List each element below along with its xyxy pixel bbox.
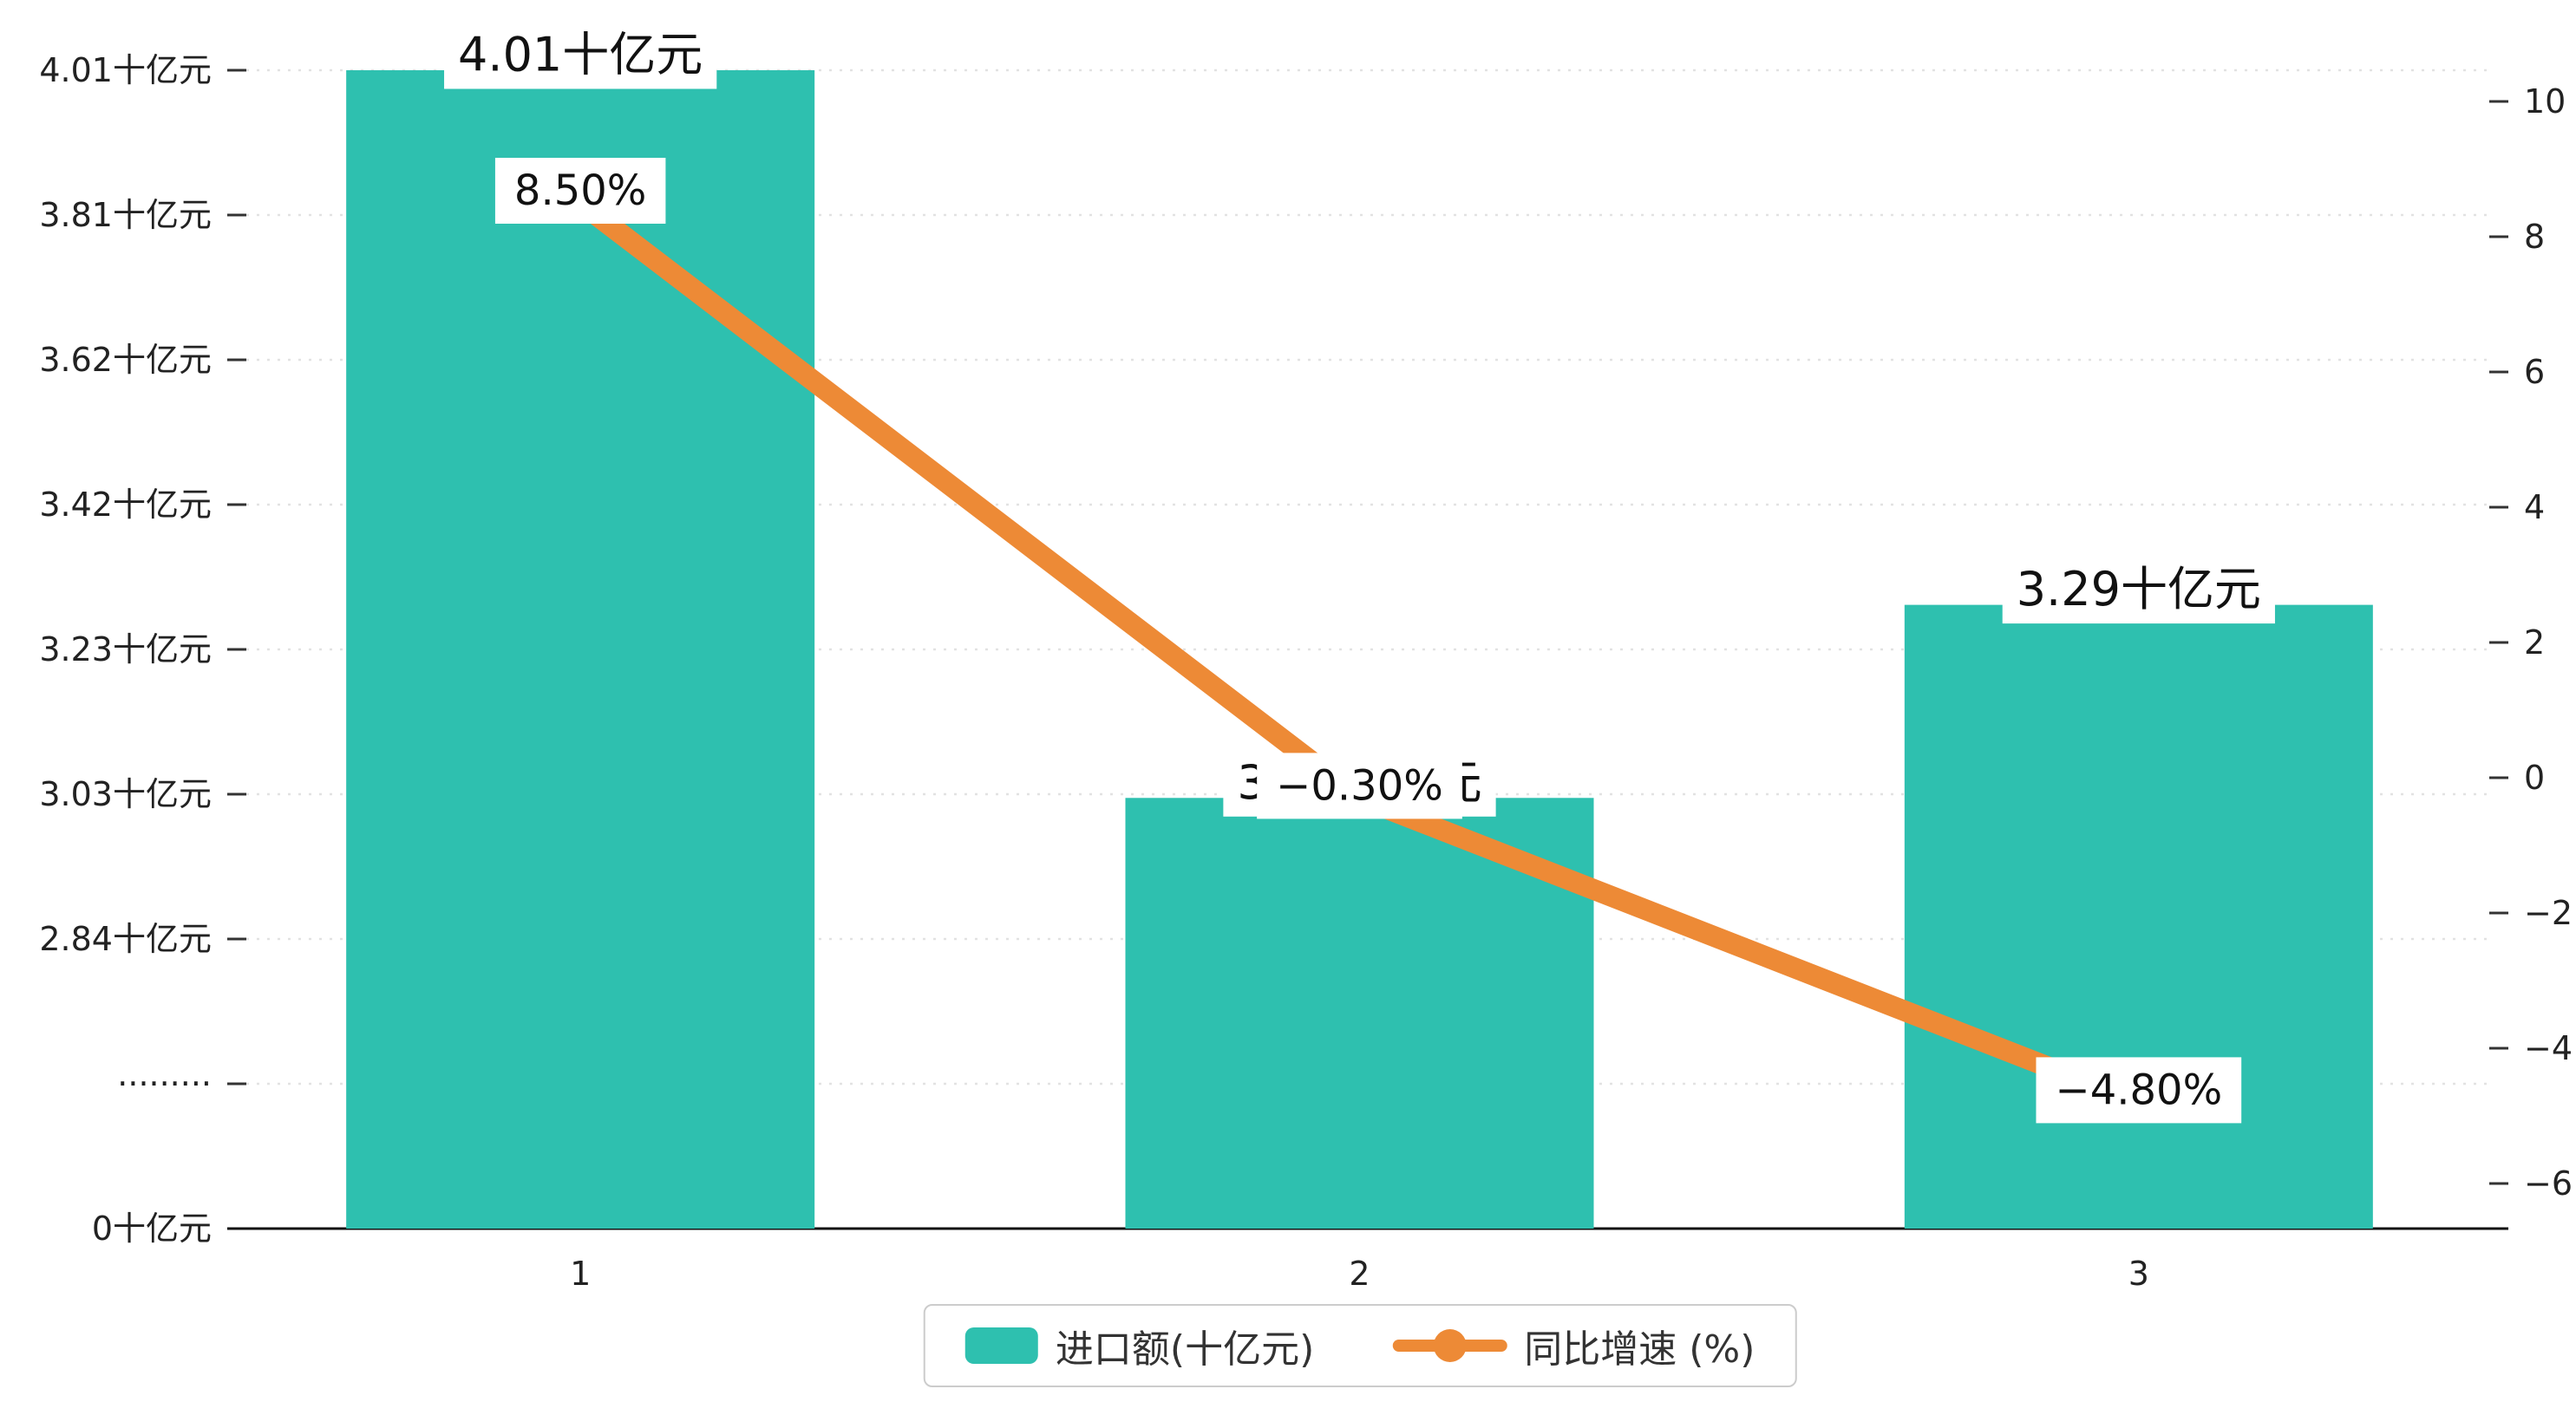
line-label-2: −0.30% [1276,761,1443,810]
bar-label-3-bg [2002,555,2275,624]
line-label-3-bg [2036,1057,2242,1124]
left-axis-label: 3.23十亿元 [39,630,212,668]
right-axis-label: 0 [2524,759,2545,797]
right-axis-label: 6 [2524,353,2545,391]
right-axis-label: −4 [2524,1029,2573,1067]
line-label-1: 8.50% [514,166,646,215]
right-axis-label: −6 [2524,1164,2573,1203]
legend-item-growth[interactable]: 同比增速 (%) [1392,1318,1755,1373]
left-axis-label: 3.81十亿元 [39,196,212,234]
legend-label-imports: 进口额(十亿元) [1055,1327,1315,1372]
bar-3 [1904,604,2373,1229]
right-axis-label: 4 [2524,488,2545,526]
x-axis-label-3: 3 [2128,1255,2149,1293]
x-axis-label-1: 1 [570,1255,591,1293]
line-label-1-bg [494,158,666,224]
line-series-marker [1392,1328,1507,1363]
left-axis-label: 3.62十亿元 [39,341,212,379]
legend-label-growth: 同比增速 (%) [1524,1327,1755,1372]
right-axis-label: 10 [2524,82,2566,121]
left-axis-label: 3.03十亿元 [39,775,212,813]
line-label-2-bg [1257,753,1462,819]
right-axis-label: −2 [2524,894,2573,932]
left-axis-label: 4.01十亿元 [39,51,212,89]
bar-series-swatch [964,1327,1038,1364]
bar-label-1: 4.01十亿元 [458,28,703,82]
right-axis-label: 8 [2524,218,2545,256]
left-axis-label: 3.42十亿元 [39,486,212,524]
bar-1 [346,70,815,1229]
line-label-3: −4.80% [2055,1066,2222,1114]
line-marker-dot [1433,1329,1467,1362]
legend-item-imports[interactable]: 进口额(十亿元) [964,1318,1315,1373]
left-axis-label: 0十亿元 [92,1210,212,1248]
legend: 进口额(十亿元) 同比增速 (%) [923,1304,1797,1387]
left-axis-label: 2.84十亿元 [39,920,212,958]
bar-label-3: 3.29十亿元 [2017,562,2261,616]
left-axis-label: ········· [117,1065,212,1103]
right-axis-label: 2 [2524,623,2545,662]
bar-label-1-bg [444,20,717,89]
x-axis-label-2: 2 [1349,1255,1370,1293]
